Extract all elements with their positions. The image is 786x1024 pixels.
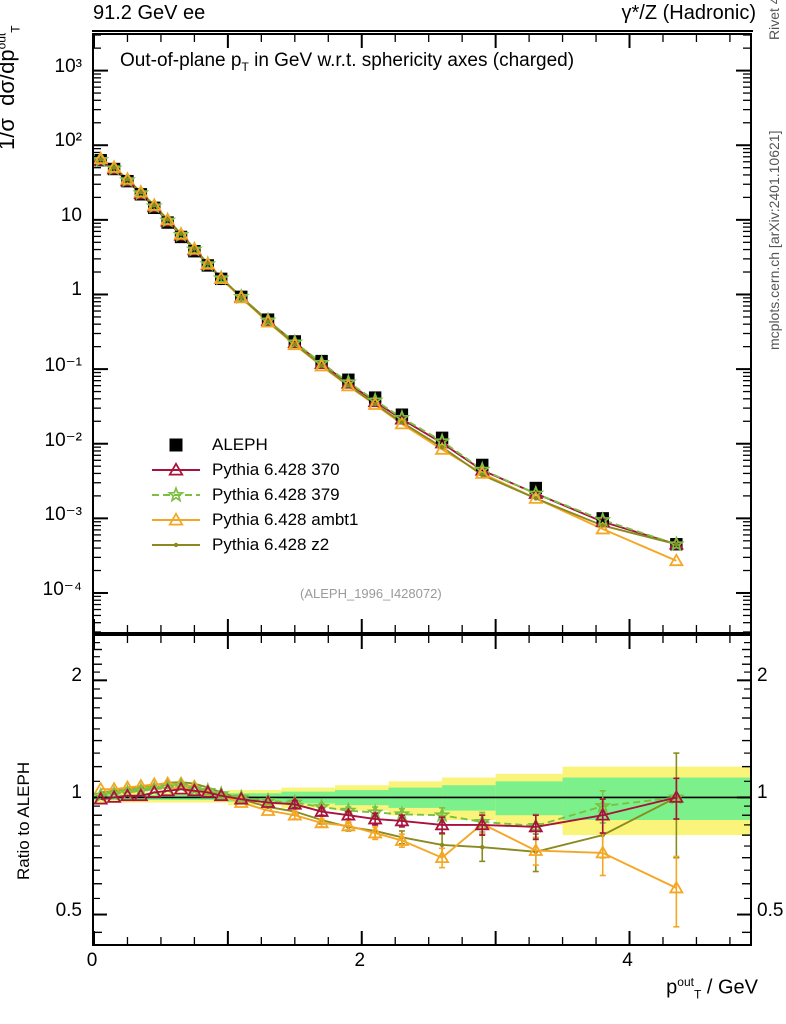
main-y-tick-3: 1 <box>71 279 82 301</box>
legend-label-3: Pythia 6.428 ambt1 <box>212 509 359 529</box>
x-label-main: p <box>666 976 678 999</box>
x-tick-2: 4 <box>622 950 633 971</box>
legend-marker-filled-square-icon <box>150 434 202 456</box>
plot-title: Out-of-plane pT in GeV w.r.t. sphericity… <box>120 50 574 74</box>
legend-label-1: Pythia 6.428 370 <box>212 459 340 479</box>
main-y-tick-labels: 10³ 10² 10 1 10⁻¹ 10⁻² 10⁻³ 10⁻⁴ <box>0 0 86 1024</box>
ratio-y-tick-right-2: 0.5 <box>757 899 784 921</box>
legend-item-0[interactable]: ALEPH <box>150 432 358 457</box>
legend-item-3[interactable]: Pythia 6.428 ambt1 <box>150 507 358 532</box>
header-rule <box>92 30 753 32</box>
legend-item-2[interactable]: Pythia 6.428 379 <box>150 482 358 507</box>
ratio-y-tick-left-1: 1 <box>71 782 82 804</box>
ratio-y-tick-left-2: 0.5 <box>55 899 82 921</box>
ratio-plot-svg <box>94 636 750 944</box>
legend-marker-dot-icon <box>150 534 202 556</box>
ratio-plot-panel[interactable] <box>92 634 752 946</box>
legend-label-4: Pythia 6.428 z2 <box>212 534 330 554</box>
legend-label-0: ALEPH <box>212 434 268 454</box>
legend-marker-star-open-icon <box>150 484 202 506</box>
legend-marker-triangle-up-open-icon <box>150 509 202 531</box>
main-y-tick-4: 10⁻¹ <box>44 355 83 377</box>
main-y-tick-0: 10³ <box>54 55 82 77</box>
ratio-y-tick-right-0: 2 <box>757 665 768 687</box>
analysis-id-watermark: (ALEPH_1996_I428072) <box>300 586 442 601</box>
plot-title-main: Out-of-plane p <box>120 50 242 71</box>
rivet-version-credit: Rivet 4.1.0, ≥ 100k events <box>766 0 782 40</box>
main-y-tick-7: 10⁻⁴ <box>42 578 82 600</box>
plot-title-rest: in GeV w.r.t. sphericity axes (charged) <box>248 50 575 71</box>
legend-item-4[interactable]: Pythia 6.428 z2 <box>150 532 358 557</box>
plot-title-sub: T <box>241 59 249 74</box>
legend-marker-triangle-up-open-icon <box>150 459 202 481</box>
x-label-sub: T <box>693 987 702 1002</box>
x-tick-1: 2 <box>354 950 366 971</box>
main-y-tick-2: 10 <box>60 204 82 226</box>
main-plot-panel[interactable] <box>92 33 752 634</box>
x-label-sup: out <box>677 975 694 989</box>
main-y-tick-1: 10² <box>54 130 82 152</box>
main-y-tick-6: 10⁻³ <box>44 504 83 526</box>
x-axis-label: poutT / GeV <box>666 975 758 1002</box>
legend: ALEPH Pythia 6.428 370 Pythia 6.428 379 Pyt… <box>150 432 358 557</box>
main-plot-svg <box>94 35 750 632</box>
x-tick-0: 0 <box>86 950 98 971</box>
ratio-y-tick-labels-left: 2 1 0.5 <box>0 0 86 1024</box>
ratio-y-tick-right-1: 1 <box>757 782 768 804</box>
ratio-y-tick-left-0: 2 <box>71 665 82 687</box>
header-beam-label: 91.2 GeV ee <box>93 2 206 24</box>
mcplots-credit: mcplots.cern.ch [arXiv:2401.10621] <box>766 130 782 350</box>
legend-item-1[interactable]: Pythia 6.428 370 <box>150 457 358 482</box>
main-y-tick-5: 10⁻² <box>44 429 83 451</box>
x-label-unit: / GeV <box>701 976 758 999</box>
legend-label-2: Pythia 6.428 379 <box>212 484 340 504</box>
header-process-label: γ*/Z (Hadronic) <box>621 2 756 24</box>
